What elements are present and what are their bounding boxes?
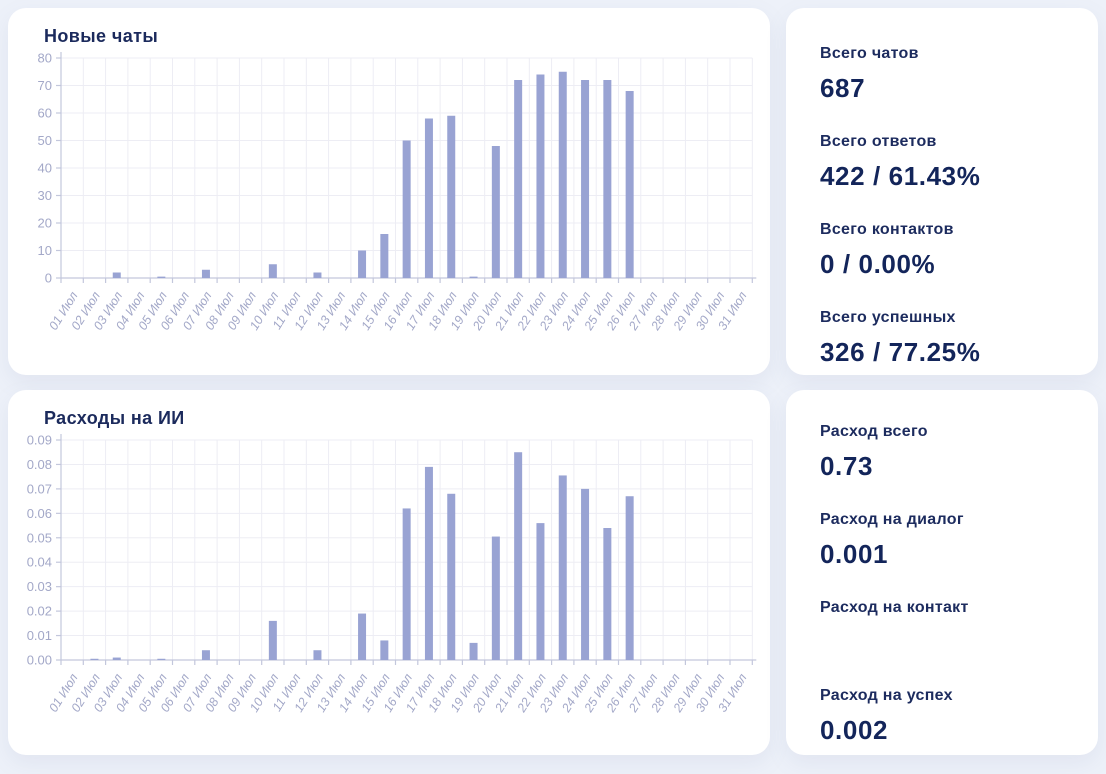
y-axis-tick-label: 0.05 (27, 530, 52, 545)
y-axis-tick-label: 0.04 (27, 555, 52, 570)
bar-day-3[interactable] (112, 272, 121, 279)
stat-value: 326 / 77.25% (820, 337, 981, 367)
stat-label: Всего контактов (820, 221, 954, 238)
y-axis-tick-label: 0.08 (27, 457, 52, 472)
bar-day-10[interactable] (268, 264, 277, 278)
new-chats-chart-title: Новые чаты (44, 26, 159, 46)
y-axis-tick-label: 0.00 (27, 653, 52, 668)
stat-label: Расход на успех (820, 687, 953, 704)
stat-total-chats: Всего чатов 687 (820, 44, 1098, 132)
bar-day-21[interactable] (514, 80, 523, 278)
bar-day-25[interactable] (603, 80, 612, 278)
y-axis-tick-label: 20 (38, 216, 52, 231)
bar-day-26[interactable] (625, 496, 634, 660)
bar-day-5[interactable] (157, 276, 166, 278)
bar-day-21[interactable] (514, 452, 523, 660)
y-axis-tick-label: 0.01 (27, 628, 52, 643)
ai-expenses-bar-chart[interactable]: 0.00 0.01 0.02 0.03 0.04 0.05 0.06 0.07 0.08 0.09… (16, 430, 761, 745)
chats-stats-panel: Всего чатов 687 Всего ответов 422 / 61.4… (786, 8, 1098, 375)
stat-expense-per-dialog: Расход на диалог 0.001 (820, 510, 1098, 598)
y-axis-tick-label: 10 (38, 243, 52, 258)
new-chats-chart-card: Новые чаты 0 10 20 30 40 50 60 70 80 01 Июл 02 Июл… (8, 8, 770, 375)
y-axis-tick-label: 0.02 (27, 604, 52, 619)
stat-total-answers: Всего ответов 422 / 61.43% (820, 132, 1098, 220)
bar-day-12[interactable] (313, 272, 322, 279)
bar-day-24[interactable] (581, 80, 590, 278)
y-axis-tick-label: 60 (38, 106, 52, 121)
ai-expenses-chart-title: Расходы на ИИ (44, 408, 185, 428)
stat-value: 687 (820, 73, 866, 103)
stat-value: 0.001 (820, 539, 889, 569)
bar-day-26[interactable] (625, 91, 634, 278)
bar-day-19[interactable] (469, 642, 478, 660)
bar-day-2[interactable] (90, 658, 99, 660)
stat-value: 0.73 (820, 451, 874, 481)
y-axis-tick-label: 0.03 (27, 579, 52, 594)
stat-value: 422 / 61.43% (820, 161, 981, 191)
y-axis-tick-label: 0.06 (27, 506, 52, 521)
ai-expenses-chart-card: Расходы на ИИ 0.00 0.01 0.02 0.03 0.04 0.05 0.… (8, 390, 770, 755)
bar-day-24[interactable] (581, 488, 590, 660)
y-axis-tick-label: 0.07 (27, 481, 52, 496)
bar-day-3[interactable] (112, 657, 121, 660)
bar-day-14[interactable] (358, 613, 367, 660)
bar-day-15[interactable] (380, 640, 389, 660)
bar-day-12[interactable] (313, 650, 322, 660)
bar-day-17[interactable] (424, 118, 433, 279)
stat-total-success: Всего успешных 326 / 77.25% (820, 308, 1098, 396)
bar-day-25[interactable] (603, 528, 612, 660)
bar-day-7[interactable] (201, 269, 210, 278)
bar-day-16[interactable] (402, 508, 411, 660)
stat-value: 0 / 0.00% (820, 249, 936, 279)
stat-expense-per-contact: Расход на контакт (820, 598, 1098, 686)
bar-day-16[interactable] (402, 140, 411, 279)
bar-day-20[interactable] (491, 536, 500, 660)
bar-day-18[interactable] (447, 493, 456, 660)
bar-day-23[interactable] (558, 475, 567, 660)
y-axis-tick-label: 40 (38, 161, 52, 176)
bar-day-22[interactable] (536, 523, 545, 660)
stat-expense-per-success: Расход на успех 0.002 (820, 686, 1098, 774)
bar-day-5[interactable] (157, 658, 166, 660)
bar-day-15[interactable] (380, 234, 389, 278)
bar-day-14[interactable] (358, 250, 367, 279)
stat-total-contacts: Всего контактов 0 / 0.00% (820, 220, 1098, 308)
bar-day-20[interactable] (491, 146, 500, 278)
y-axis-tick-label: 0 (45, 271, 52, 286)
stat-label: Расход на диалог (820, 511, 964, 528)
bar-day-17[interactable] (424, 466, 433, 660)
bar-day-22[interactable] (536, 74, 545, 279)
y-axis-tick-label: 50 (38, 133, 52, 148)
y-axis-tick-label: 80 (38, 51, 52, 66)
bar-day-18[interactable] (447, 115, 456, 278)
bar-day-19[interactable] (469, 276, 478, 278)
stat-label: Всего чатов (820, 45, 919, 62)
expenses-stats-panel: Расход всего 0.73 Расход на диалог 0.001… (786, 390, 1098, 755)
stat-expense-total: Расход всего 0.73 (820, 422, 1098, 510)
y-axis-tick-label: 30 (38, 188, 52, 203)
stat-label: Всего ответов (820, 133, 937, 150)
bar-day-23[interactable] (558, 71, 567, 278)
stat-label: Расход на контакт (820, 599, 969, 616)
y-axis-tick-label: 0.09 (27, 433, 52, 448)
stat-value: 0.002 (820, 715, 889, 745)
bar-day-7[interactable] (201, 650, 210, 660)
stat-label: Всего успешных (820, 309, 956, 326)
stat-label: Расход всего (820, 423, 928, 440)
stat-value (820, 627, 1098, 657)
y-axis-tick-label: 70 (38, 78, 52, 93)
bar-day-10[interactable] (268, 620, 277, 660)
